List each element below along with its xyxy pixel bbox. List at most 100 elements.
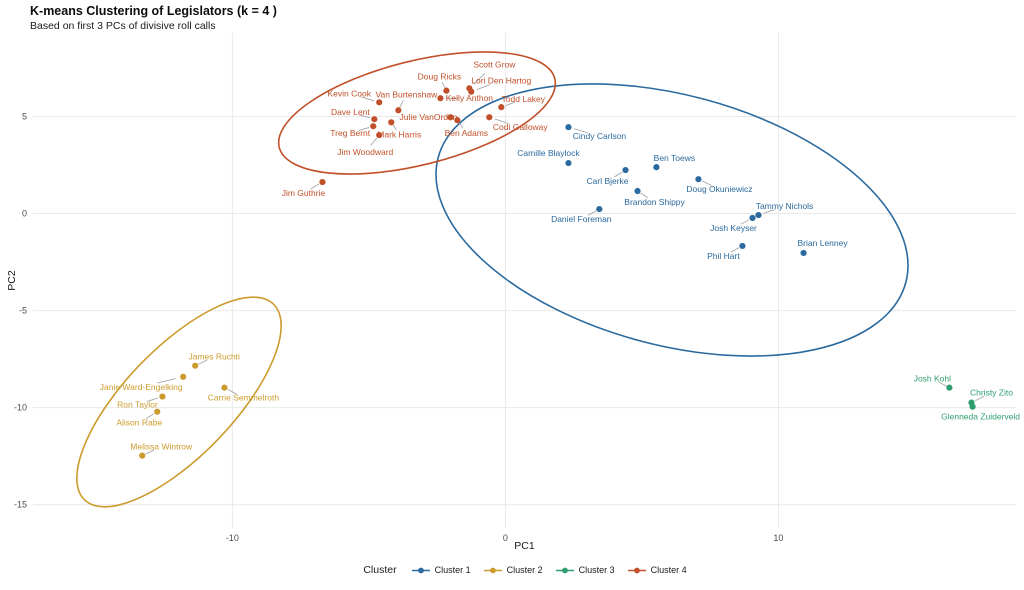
point-label: Treg Bernt — [330, 128, 370, 138]
legend-item-label: Cluster 3 — [578, 565, 615, 575]
point-label: Kevin Cook — [328, 88, 372, 98]
legend-key-dot — [561, 567, 568, 573]
leader-line — [370, 137, 378, 146]
leader-line — [392, 124, 397, 130]
point-label: Melissa Wintrow — [130, 442, 193, 452]
data-point — [159, 393, 166, 400]
point-label: Kelly Anthon — [446, 93, 494, 103]
leader-line — [473, 73, 486, 85]
legend-item-label: Cluster 4 — [650, 565, 687, 575]
data-point — [371, 116, 378, 123]
point-label: Dave Lent — [331, 107, 370, 117]
point-label: Ron Taylor — [117, 400, 158, 410]
leader-line — [573, 128, 588, 134]
point-label: Tammy Nichols — [756, 201, 814, 211]
point-label: Van Burtenshaw — [375, 89, 438, 99]
point-label: Scott Grow — [473, 59, 516, 69]
point-label: Doug Ricks — [418, 72, 461, 82]
point-label: Carl Bjerke — [587, 176, 629, 186]
leader-line — [359, 114, 371, 119]
leader-line — [702, 180, 712, 186]
data-point — [139, 452, 146, 459]
leader-line — [227, 389, 237, 395]
data-point — [370, 123, 377, 130]
legend-key-dot — [633, 567, 640, 573]
data-point — [395, 107, 402, 114]
x-tick-label: -10 — [226, 533, 239, 543]
point-label: Jim Woodward — [337, 147, 393, 157]
leader-line — [458, 122, 464, 129]
leader-line — [494, 118, 509, 124]
data-point — [565, 124, 572, 131]
point-label: Lori Den Hartog — [471, 76, 531, 86]
leader-line — [145, 413, 155, 419]
leader-line — [730, 247, 740, 253]
leader-line — [145, 449, 155, 455]
point-label: Mark Harris — [377, 129, 421, 139]
data-point — [454, 117, 461, 124]
legend-item-cluster-1: Cluster 1 — [411, 565, 471, 575]
point-label: Phil Hart — [707, 251, 740, 261]
data-point — [749, 214, 756, 222]
point-label: Codi Galloway — [493, 122, 549, 132]
point-label: Camille Blaylock — [517, 148, 580, 158]
data-point — [447, 114, 454, 121]
point-label: Daniel Foreman — [551, 214, 612, 224]
legend-key-icon — [411, 567, 430, 573]
legend-item-cluster-2: Cluster 2 — [483, 565, 543, 575]
point-label: Brandon Shippy — [624, 197, 685, 207]
point-label: Ben Adams — [445, 128, 488, 138]
leader-line — [505, 101, 516, 107]
point-label: Janie Ward-Engelking — [100, 382, 183, 392]
legend-item-label: Cluster 2 — [506, 565, 543, 575]
legend-title: Cluster — [363, 564, 397, 576]
data-point — [653, 164, 660, 171]
data-point — [376, 132, 383, 139]
data-point — [180, 373, 187, 380]
legend-item-label: Cluster 1 — [434, 565, 471, 575]
data-point — [969, 403, 976, 410]
data-point — [437, 95, 444, 102]
leader-line — [399, 100, 404, 108]
chart-header: K-means Clustering of Legislators (k = 4… — [30, 4, 277, 32]
legend-key-dot — [489, 567, 496, 573]
legend-item-cluster-3: Cluster 3 — [555, 565, 615, 575]
point-label: Todd Lakey — [502, 94, 546, 104]
leader-line — [198, 359, 208, 365]
legend-key-icon — [483, 567, 502, 573]
x-tick-label: 10 — [773, 533, 783, 543]
y-tick-label: 5 — [22, 111, 27, 121]
leader-line — [157, 378, 176, 384]
point-label: Jim Guthrie — [282, 188, 326, 198]
point-label: Brian Lenney — [798, 238, 849, 248]
chart-title: K-means Clustering of Legislators (k = 4… — [30, 4, 277, 18]
x-tick-label: 0 — [503, 533, 508, 543]
y-axis-title: PC2 — [6, 270, 18, 291]
legend-key-icon — [555, 567, 574, 573]
data-point — [443, 87, 450, 94]
data-point — [468, 88, 475, 95]
legend-key-icon — [627, 567, 646, 573]
data-point — [486, 114, 493, 121]
point-label: Julie VanOrden — [400, 112, 458, 122]
point-label: Josh Kohl — [914, 374, 951, 384]
leader-line — [740, 219, 750, 225]
leader-line — [441, 81, 446, 89]
cluster-ellipse — [435, 83, 909, 357]
point-label: Doug Okuniewicz — [686, 184, 752, 194]
y-tick-label: -15 — [14, 500, 27, 510]
data-point — [695, 176, 702, 183]
leader-line — [640, 192, 649, 199]
leader-line — [587, 210, 597, 216]
data-point — [946, 384, 953, 391]
legend-item-cluster-4: Cluster 4 — [627, 565, 687, 575]
y-tick-label: -10 — [14, 403, 27, 413]
data-point — [596, 205, 603, 213]
leader-line — [974, 396, 985, 402]
leader-line — [360, 96, 374, 102]
y-tick-label: 0 — [22, 209, 27, 219]
chart-subtitle: Based on first 3 PCs of divisive roll ca… — [30, 20, 216, 32]
cluster-ellipse — [76, 296, 282, 508]
point-label: Alison Rabe — [116, 418, 162, 428]
data-point — [498, 104, 505, 111]
